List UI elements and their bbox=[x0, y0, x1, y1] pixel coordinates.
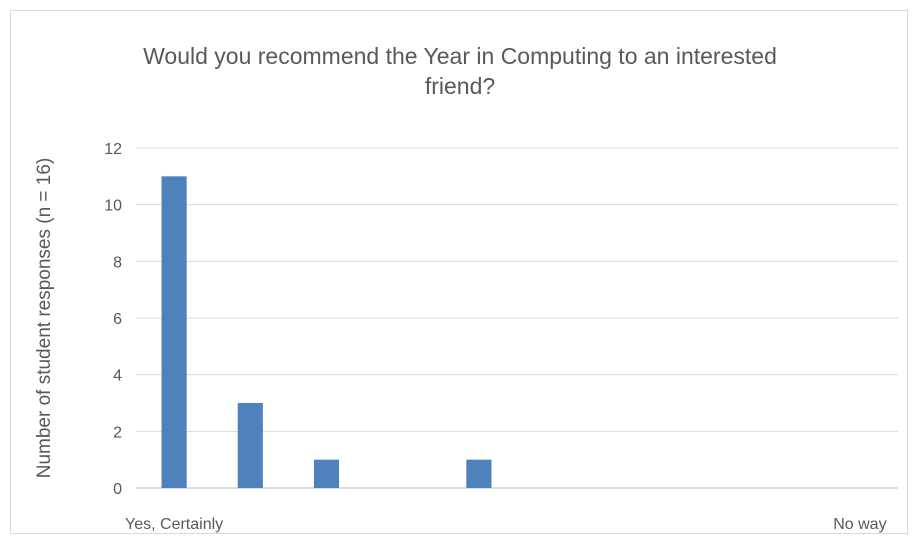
bar bbox=[313, 459, 340, 488]
x-axis-ticks: Yes, Certainly No way bbox=[125, 516, 887, 533]
y-tick-label: 12 bbox=[104, 141, 122, 158]
bar bbox=[161, 176, 187, 489]
gridlines bbox=[136, 147, 898, 489]
y-tick-label: 2 bbox=[113, 424, 122, 441]
chart-frame bbox=[10, 10, 908, 534]
y-axis-ticks: 0 2 4 6 8 10 12 bbox=[104, 141, 122, 498]
y-tick-label: 10 bbox=[104, 198, 122, 215]
y-tick-label: 4 bbox=[113, 368, 122, 385]
x-tick-label: No way bbox=[833, 516, 886, 533]
y-tick-label: 8 bbox=[113, 254, 122, 271]
bar bbox=[237, 403, 263, 488]
chart-title: Would you recommend the Year in Computin… bbox=[143, 43, 777, 99]
y-tick-label: 0 bbox=[113, 481, 122, 498]
y-axis-title: Number of student responses (n = 16) bbox=[34, 158, 55, 479]
y-tick-label: 6 bbox=[113, 311, 122, 328]
bar bbox=[466, 459, 492, 488]
x-tick-label: Yes, Certainly bbox=[125, 516, 223, 533]
bars bbox=[161, 176, 492, 489]
